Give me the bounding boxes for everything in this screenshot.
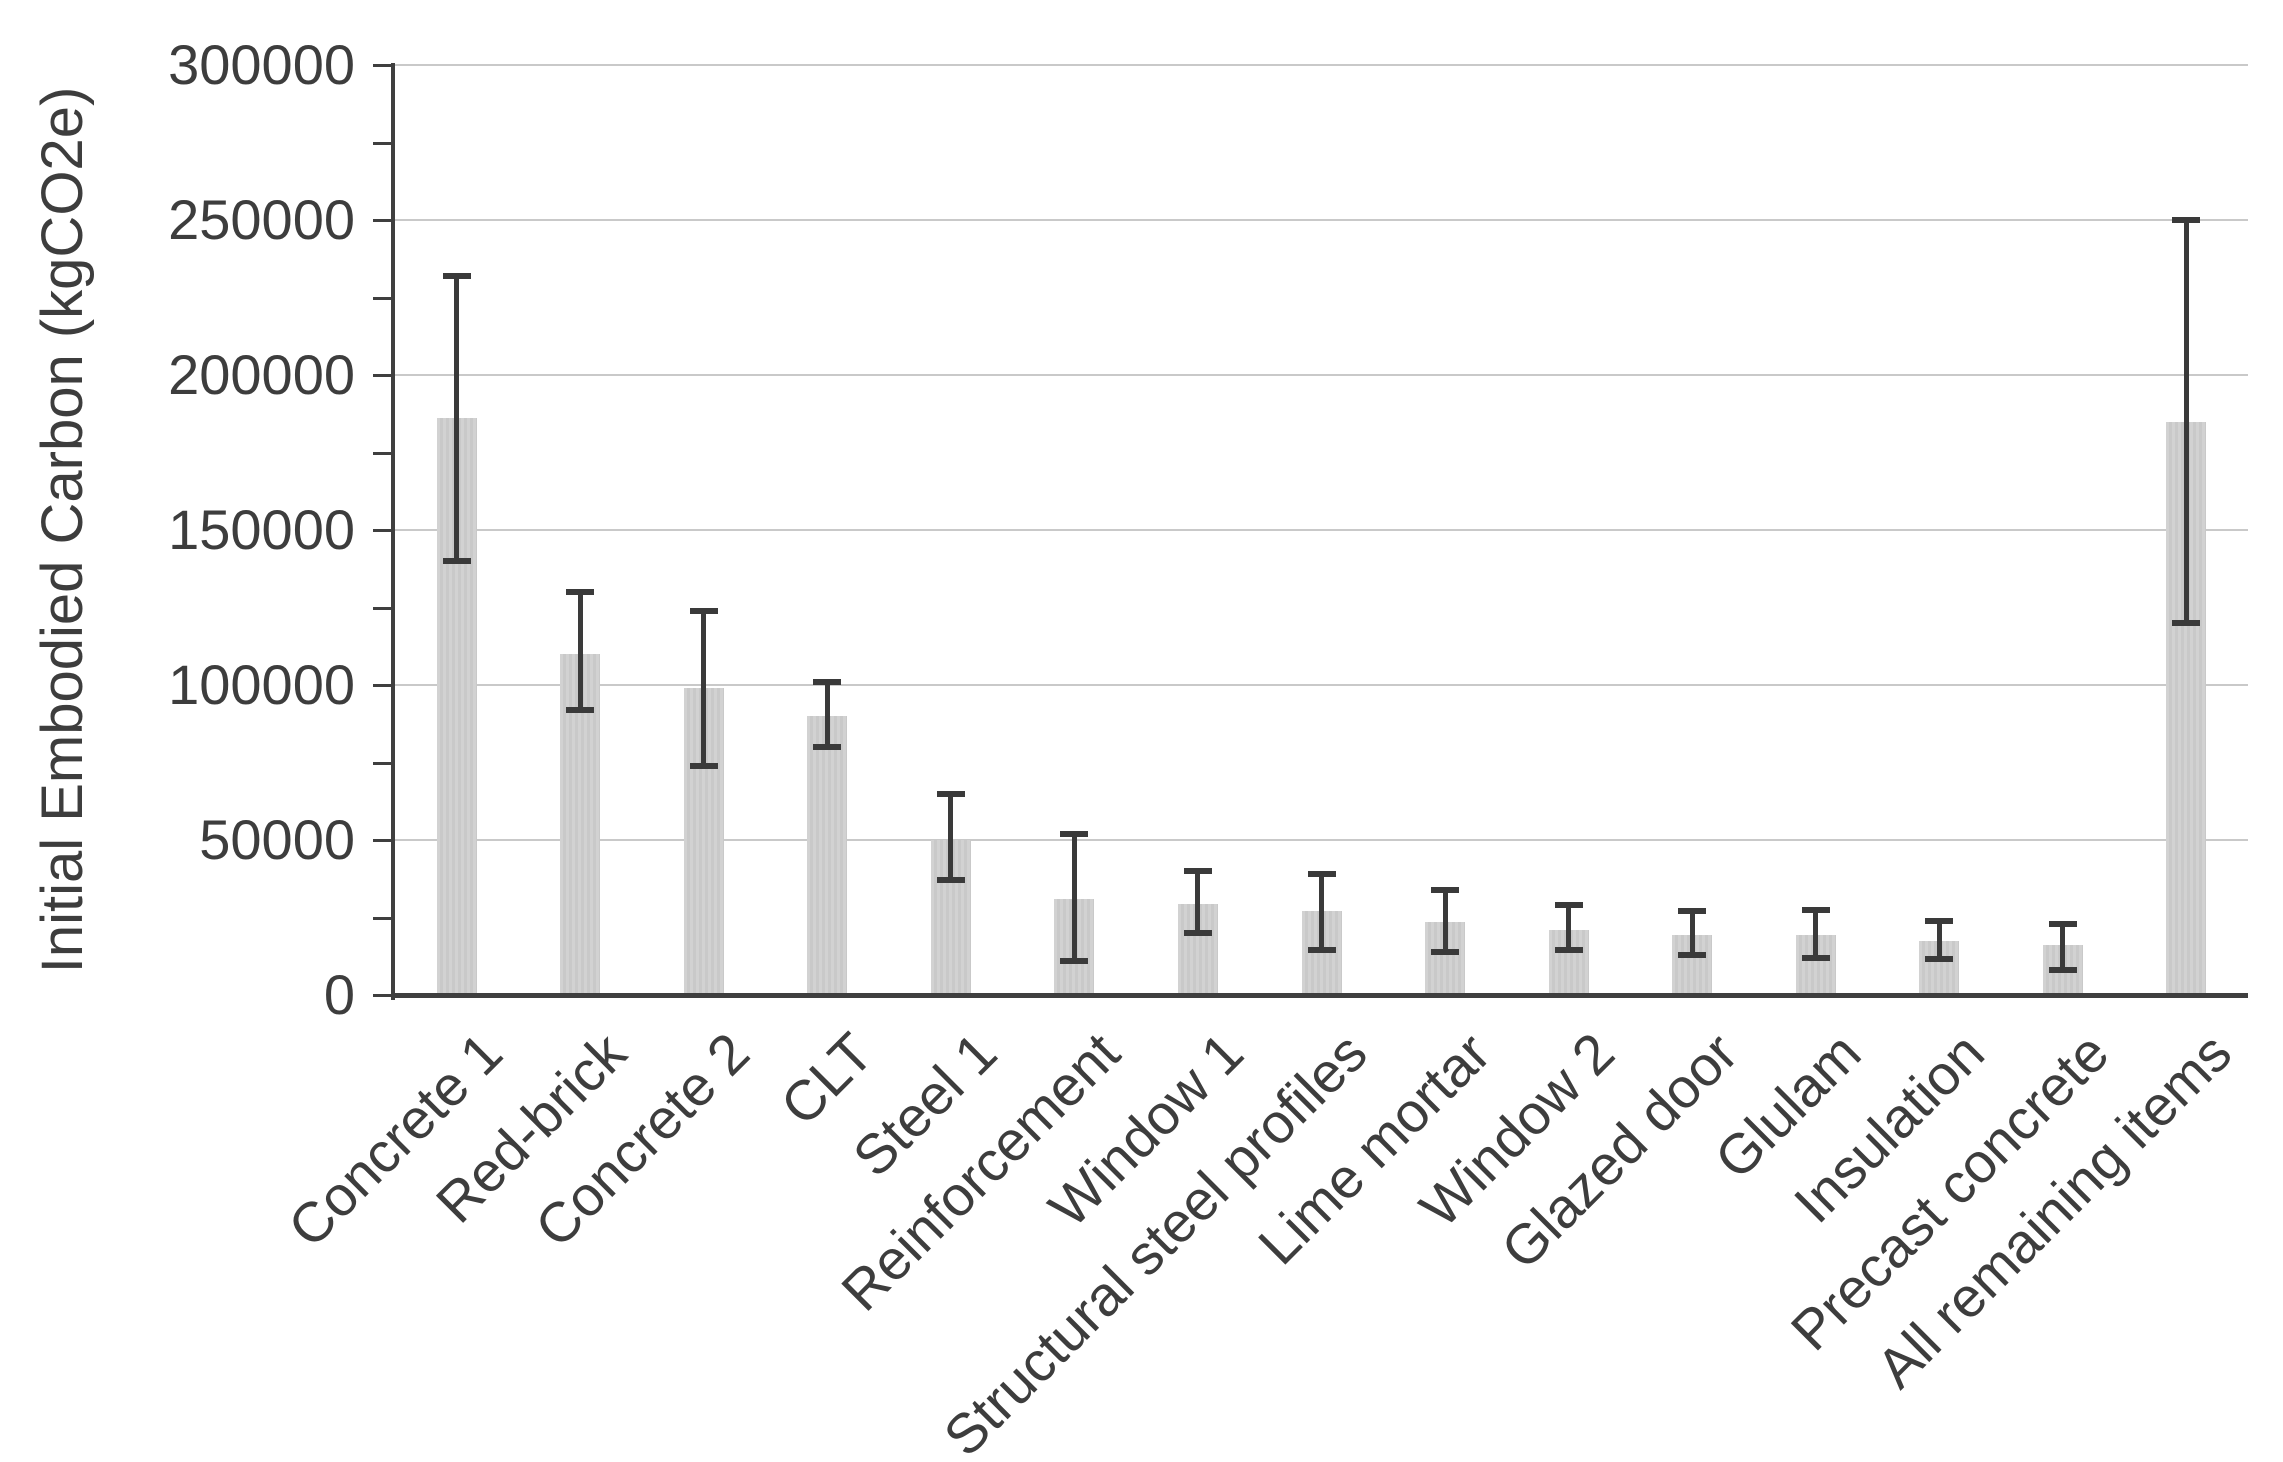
gridline <box>395 529 2248 531</box>
error-bar-cap-low-CLT <box>813 744 842 750</box>
error-bar-stem-Precast concrete <box>2060 923 2066 971</box>
error-bar-stem-Insulation <box>1936 920 1942 960</box>
bar-CLT <box>807 716 848 995</box>
error-bar-cap-low-Reinforcement <box>1060 957 1089 964</box>
gridline <box>395 64 2248 66</box>
y-axis-tick <box>373 606 395 610</box>
error-bar-cap-high-Concrete 2 <box>689 607 718 614</box>
y-axis-line <box>391 63 395 1000</box>
y-axis-tick <box>373 916 395 920</box>
error-bar-stem-Concrete 2 <box>701 610 707 766</box>
error-bar-cap-high-Concrete 1 <box>442 272 471 279</box>
y-axis-tick <box>373 994 395 997</box>
y-axis-tick <box>373 64 395 67</box>
error-bar-cap-low-Precast concrete <box>2048 967 2077 974</box>
y-tick-label: 100000 <box>168 653 355 716</box>
error-bar-cap-low-Concrete 1 <box>442 558 471 564</box>
error-bar-cap-high-Structural steel profiles <box>1307 871 1336 878</box>
error-bar-cap-high-Lime mortar <box>1431 886 1460 893</box>
error-bar-stem-Reinforcement <box>1071 833 1077 961</box>
y-axis-tick <box>373 761 395 765</box>
gridline <box>395 374 2248 376</box>
y-axis-tick <box>373 141 395 145</box>
y-tick-label: 150000 <box>168 498 355 561</box>
error-bar-stem-Structural steel profiles <box>1319 874 1324 951</box>
y-tick-label: 300000 <box>168 33 355 96</box>
y-axis-tick <box>373 296 395 300</box>
y-axis-tick <box>373 451 395 455</box>
error-bar-cap-high-Reinforcement <box>1060 830 1089 837</box>
error-bar-cap-high-Precast concrete <box>2048 920 2077 927</box>
error-bar-stem-Concrete 1 <box>454 275 460 561</box>
error-bar-stem-Lime mortar <box>1442 889 1448 952</box>
error-bar-cap-high-All remaining items <box>2172 217 2201 223</box>
error-bar-cap-low-Window 2 <box>1554 947 1583 954</box>
y-axis-tick <box>373 684 395 687</box>
error-bar-cap-low-Concrete 2 <box>689 762 718 769</box>
y-axis-tick <box>373 374 395 377</box>
error-bar-cap-low-Structural steel profiles <box>1307 947 1336 954</box>
y-axis-tick <box>373 529 395 532</box>
error-bar-stem-Steel 1 <box>948 793 954 881</box>
error-bar-cap-low-All remaining items <box>2172 620 2201 626</box>
error-bar-stem-Glazed door <box>1689 911 1695 955</box>
error-bar-stem-Window 1 <box>1195 871 1201 933</box>
y-tick-label: 200000 <box>168 343 355 406</box>
error-bar-cap-low-Window 1 <box>1183 930 1212 936</box>
error-bar-cap-high-Window 2 <box>1554 902 1583 909</box>
gridline <box>395 839 2248 841</box>
error-bar-cap-high-Glulam <box>1801 906 1830 913</box>
error-bar-cap-low-Lime mortar <box>1431 948 1460 955</box>
x-axis-line <box>391 993 2248 998</box>
error-bar-cap-high-CLT <box>813 678 842 685</box>
error-bar-cap-low-Steel 1 <box>936 877 965 884</box>
error-bar-stem-CLT <box>824 681 830 747</box>
y-tick-label: 50000 <box>199 808 355 871</box>
error-bar-cap-high-Insulation <box>1925 917 1954 924</box>
error-bar-stem-Glulam <box>1813 909 1819 958</box>
error-bar-cap-high-Steel 1 <box>936 790 965 797</box>
error-bar-stem-All remaining items <box>2183 220 2189 623</box>
gridline <box>395 684 2248 686</box>
gridline <box>395 219 2248 221</box>
error-bar-stem-Red-brick <box>577 592 583 710</box>
error-bar-cap-high-Window 1 <box>1183 868 1212 874</box>
error-bar-stem-Window 2 <box>1566 905 1572 951</box>
error-bar-cap-low-Red-brick <box>566 706 595 713</box>
error-bar-cap-low-Glazed door <box>1678 951 1707 958</box>
y-axis-tick <box>373 219 395 222</box>
error-bar-cap-high-Glazed door <box>1678 908 1707 915</box>
error-bar-cap-low-Glulam <box>1801 954 1830 961</box>
y-tick-label: 250000 <box>168 188 355 251</box>
error-bar-cap-low-Insulation <box>1925 956 1954 963</box>
error-bar-cap-high-Red-brick <box>566 589 595 595</box>
y-tick-label: 0 <box>323 963 355 1026</box>
y-axis-tick <box>373 839 395 842</box>
